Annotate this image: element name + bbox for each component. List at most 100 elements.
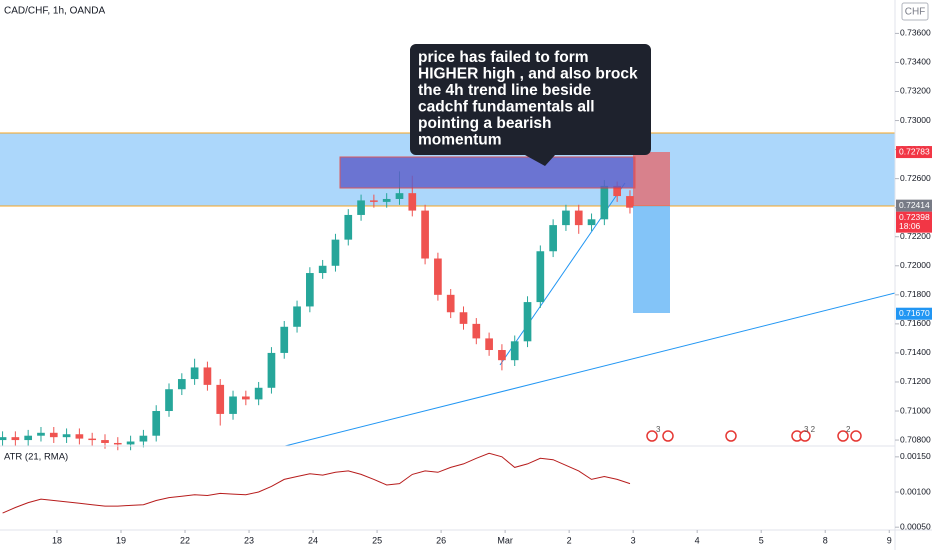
candle-body: [523, 302, 532, 342]
trend-line: [284, 292, 896, 447]
y-tick-label: 0.71600: [900, 318, 931, 328]
candle-body: [203, 367, 212, 385]
candle-body: [485, 338, 493, 351]
event-icon: [662, 430, 674, 442]
annotation-line: cadchf fundamentals all: [418, 99, 595, 116]
price-badge-label: 0.72414: [899, 200, 930, 210]
x-tick-label: Mar: [497, 535, 513, 545]
y-tick-label: 0.73200: [900, 86, 931, 96]
x-tick-label: 19: [116, 535, 126, 545]
y2-tick-label: 0.00050: [900, 521, 931, 531]
y-tick-label: 0.73000: [900, 115, 931, 125]
candle-body: [459, 312, 468, 324]
currency: CHF: [905, 7, 926, 18]
candle-body: [0, 437, 7, 441]
candle-body: [344, 214, 353, 240]
candle-body: [626, 196, 634, 208]
x-tick-label: 9: [887, 535, 892, 545]
x-tick-label: 5: [759, 535, 764, 545]
candle-body: [37, 432, 45, 436]
candle-body: [229, 396, 237, 414]
event-label: 3 2: [804, 425, 816, 434]
candle-body: [318, 265, 327, 274]
y-tick-label: 0.72000: [900, 260, 931, 270]
candle-body: [600, 185, 609, 220]
candle-body: [190, 367, 199, 380]
price-badge: [896, 307, 932, 320]
candle-body: [49, 432, 58, 438]
candle-body: [434, 258, 442, 295]
axes: 0.70800 0.71000 0.71200 0.71400 0.71600 0.718…: [2, 28, 932, 545]
event-icon: [646, 430, 658, 442]
y-tick-label: 0.70800: [900, 434, 931, 444]
overlay: CAD/CHF, 1h, OANDA CHF price has failed …: [4, 2, 929, 442]
event-icon: [799, 430, 811, 442]
candle-body: [11, 437, 20, 441]
candle-body: [254, 387, 263, 400]
candle-body: [101, 440, 109, 443]
candle-body: [395, 193, 404, 199]
candle-body: [357, 200, 365, 215]
price-badge: [896, 199, 932, 212]
candle-body: [280, 326, 289, 353]
candle-body: [370, 200, 378, 202]
y-tick-label: 0.73600: [900, 28, 931, 38]
candle-body: [549, 225, 557, 252]
annotation-line: price has failed to form: [418, 49, 589, 66]
candle-body: [88, 438, 97, 441]
candles: [0, 171, 634, 451]
price-badge-label: 0.71670: [899, 308, 930, 318]
y-tick-label: 0.73400: [900, 57, 931, 67]
annotation-line: HIGHER high , and also brock: [418, 66, 638, 83]
candle-body: [446, 294, 455, 313]
y2-tick-label: 0.00150: [900, 451, 931, 461]
candle-body: [113, 442, 122, 445]
atr-line: [2, 452, 631, 514]
y-tick-label: 0.71000: [900, 405, 931, 415]
y-tick-label: 0.71800: [900, 289, 931, 299]
candle-body: [498, 350, 506, 361]
event-label: 3: [656, 425, 661, 434]
x-tick-label: 23: [244, 535, 254, 545]
highlight-box: [339, 156, 636, 189]
candle-body: [306, 273, 314, 307]
x-tick-label: 26: [436, 535, 446, 545]
x-tick-label: 22: [180, 535, 190, 545]
annotation-line: the 4h trend line beside: [418, 82, 591, 99]
candle-body: [613, 185, 621, 197]
y2-tick-label: 0.00100: [900, 486, 931, 496]
y-tick-label: 0.71400: [900, 347, 931, 357]
currency-box: [901, 2, 929, 21]
price-badge-label: 0.72783: [899, 146, 930, 156]
candle-body: [24, 435, 33, 441]
stop-area: [633, 152, 670, 206]
x-tick-label: 2: [567, 535, 572, 545]
event-label: 2: [846, 425, 851, 434]
candle-body: [408, 193, 417, 211]
x-tick-label: 24: [308, 535, 318, 545]
candle-body: [139, 435, 148, 442]
candle-body: [216, 384, 225, 414]
chart-title: CAD/CHF, 1h, OANDA: [4, 6, 105, 17]
candle-body: [587, 219, 596, 226]
x-tick-label: 4: [695, 535, 700, 545]
candle-body: [382, 198, 391, 202]
candle-body: [152, 411, 161, 436]
price-badge: [896, 146, 932, 159]
x-tick-label: 3: [631, 535, 636, 545]
y-tick-label: 0.71200: [900, 376, 931, 386]
candle-body: [510, 341, 519, 361]
event-icon: [850, 430, 862, 442]
event-icon: [725, 430, 737, 442]
x-tick-label: 18: [52, 535, 62, 545]
candle-body: [562, 210, 570, 226]
candle-body: [331, 239, 340, 266]
countdown-label: 18:06: [899, 221, 921, 231]
candle-body: [574, 210, 583, 226]
candle-body: [293, 306, 301, 327]
candle-body: [472, 323, 481, 339]
candle-body: [62, 434, 71, 438]
indicator-label: ATR (21, RMA): [4, 452, 68, 463]
price-badge: [896, 211, 932, 233]
